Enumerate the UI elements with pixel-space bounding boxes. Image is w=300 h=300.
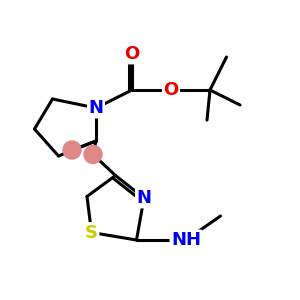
Text: O: O [164, 81, 178, 99]
Text: N: N [136, 189, 152, 207]
Text: N: N [88, 99, 104, 117]
Text: S: S [85, 224, 98, 242]
Circle shape [84, 146, 102, 164]
Text: O: O [124, 45, 140, 63]
Text: NH: NH [171, 231, 201, 249]
Circle shape [63, 141, 81, 159]
